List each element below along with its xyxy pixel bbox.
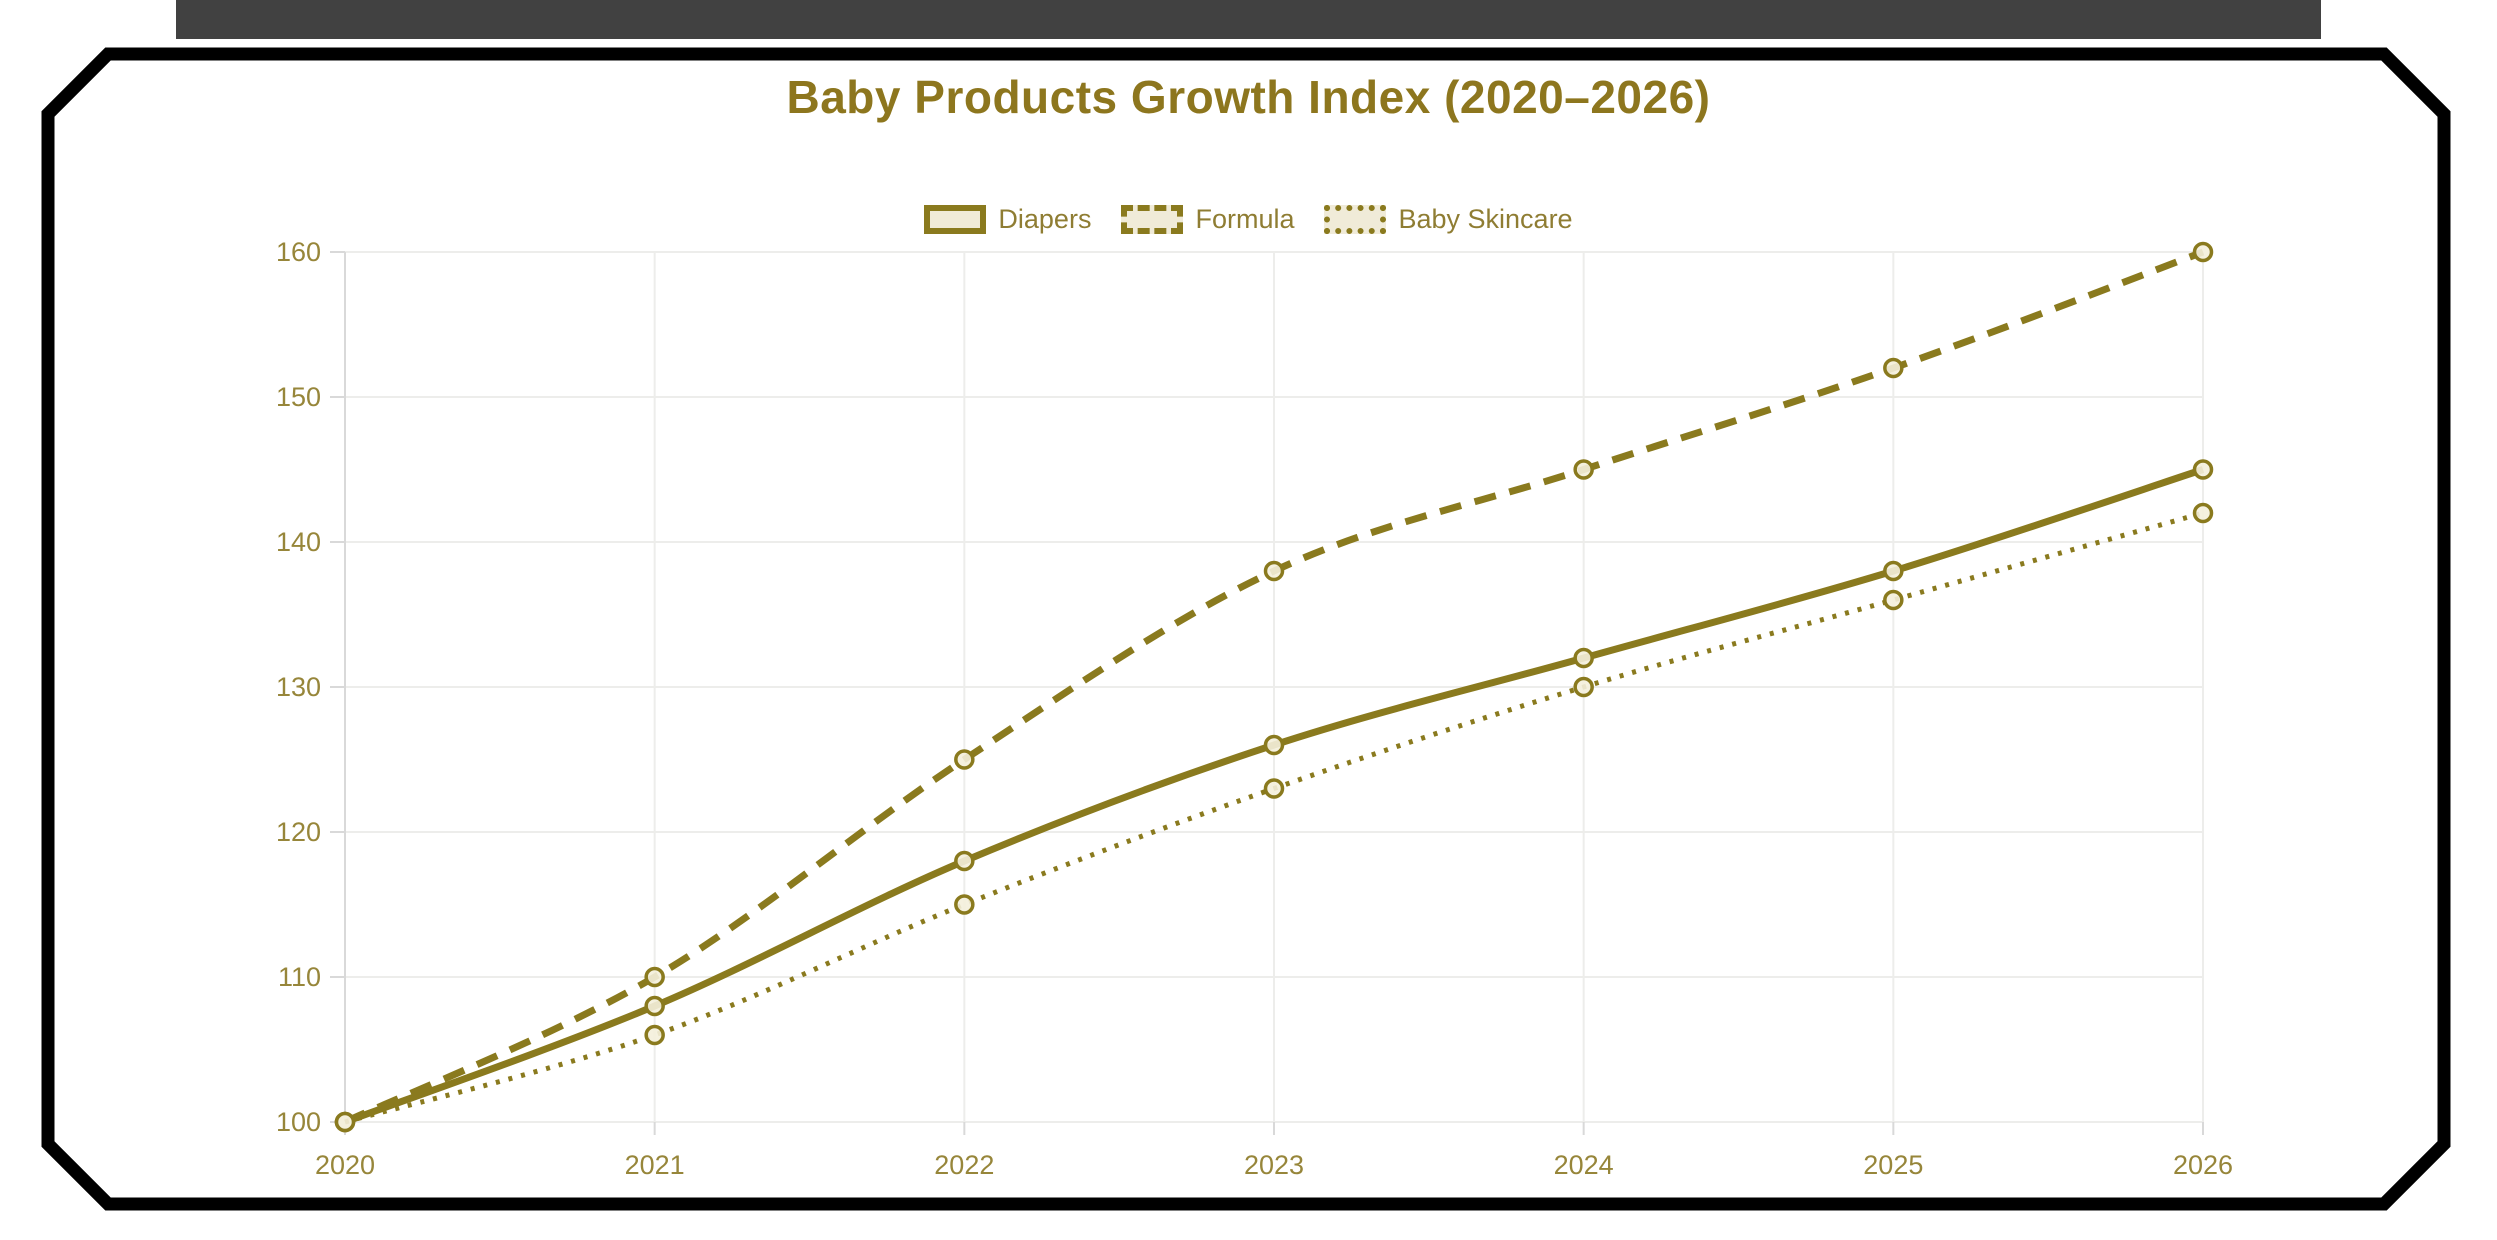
data-point-baby-skincare[interactable] xyxy=(334,1111,356,1133)
data-point-formula[interactable] xyxy=(1573,459,1594,480)
legend-swatch-dotted-icon xyxy=(1324,205,1387,234)
x-tick-label: 2025 xyxy=(1863,1150,1923,1180)
data-point-formula[interactable] xyxy=(1883,357,1904,379)
legend-item-diapers[interactable]: Diapers xyxy=(924,204,1091,235)
chart-title: Baby Products Growth Index (2020–2026) xyxy=(786,71,1711,123)
data-point-formula[interactable] xyxy=(1263,560,1285,582)
data-point-diapers[interactable] xyxy=(1263,734,1285,756)
legend-swatch-solid-icon xyxy=(924,205,987,234)
data-point-baby-skincare[interactable] xyxy=(1573,676,1594,698)
y-tick-label: 100 xyxy=(276,1107,321,1137)
grid: 100 110 120 130 140 150 160 2020 2021 2022 2023 202… xyxy=(276,237,2233,1180)
data-point-baby-skincare[interactable] xyxy=(644,1024,665,1046)
data-point-diapers[interactable] xyxy=(1573,647,1594,669)
x-tick-label: 2024 xyxy=(1554,1150,1614,1180)
x-tick-label: 2021 xyxy=(625,1150,685,1180)
legend-item-baby-skincare[interactable]: Baby Skincare xyxy=(1324,204,1573,235)
legend-item-formula[interactable]: Formula xyxy=(1121,204,1294,235)
legend-label: Formula xyxy=(1195,204,1295,234)
data-point-baby-skincare[interactable] xyxy=(1883,589,1904,611)
series-formula xyxy=(334,241,2214,1133)
y-tick-label: 130 xyxy=(276,672,321,702)
x-tick-label: 2026 xyxy=(2173,1150,2233,1180)
x-tick-label: 2022 xyxy=(934,1150,994,1180)
y-tick-label: 120 xyxy=(276,817,321,847)
data-point-formula[interactable] xyxy=(644,966,665,988)
chart-legend: Diapers Formula Baby Skincare xyxy=(0,204,2497,235)
data-point-baby-skincare[interactable] xyxy=(954,894,975,915)
data-point-diapers[interactable] xyxy=(644,995,665,1017)
x-tick-label: 2020 xyxy=(315,1150,375,1180)
x-tick-label: 2023 xyxy=(1244,1150,1304,1180)
y-tick-label: 110 xyxy=(278,962,321,992)
y-tick-label: 160 xyxy=(276,237,321,267)
data-point-diapers[interactable] xyxy=(2192,459,2214,480)
data-point-baby-skincare[interactable] xyxy=(2192,502,2214,524)
series-baby-skincare xyxy=(334,502,2214,1133)
legend-label: Baby Skincare xyxy=(1398,204,1573,234)
y-tick-label: 150 xyxy=(276,382,321,412)
legend-label: Diapers xyxy=(998,204,1092,234)
data-point-formula[interactable] xyxy=(954,749,975,770)
data-point-baby-skincare[interactable] xyxy=(1263,778,1285,799)
y-tick-label: 140 xyxy=(276,527,321,557)
data-point-formula[interactable] xyxy=(2192,241,2214,263)
data-point-diapers[interactable] xyxy=(954,850,975,872)
top-dark-band xyxy=(176,0,2321,39)
card-frame-border xyxy=(41,47,2451,1211)
legend-swatch-dashed-icon xyxy=(1121,205,1184,234)
data-point-diapers[interactable] xyxy=(1883,560,1904,582)
